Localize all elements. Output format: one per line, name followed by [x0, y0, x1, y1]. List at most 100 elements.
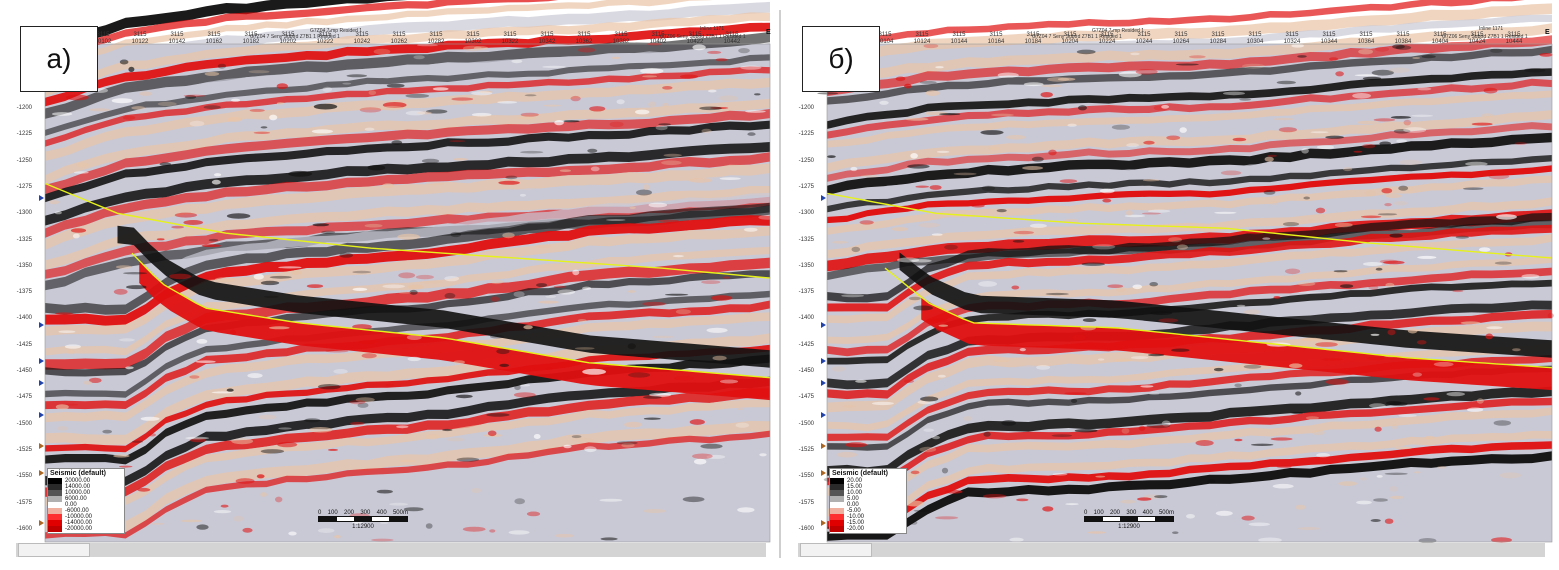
panel-divider	[779, 10, 781, 558]
seismic-noise	[557, 289, 576, 295]
xline-number: 10342	[538, 39, 556, 45]
seismic-noise	[1368, 285, 1379, 290]
seismic-noise	[55, 312, 73, 315]
scrollbar-thumb[interactable]	[800, 543, 872, 557]
seismic-noise	[1463, 187, 1484, 190]
seismic-noise	[1417, 255, 1437, 259]
xline-number: 10202	[279, 39, 297, 45]
seismic-noise	[941, 467, 949, 474]
panel-tag: а)	[20, 26, 98, 92]
seismic-noise	[759, 453, 767, 457]
seismic-noise	[1386, 401, 1402, 406]
xline-prefix: 3115	[466, 32, 480, 38]
seismic-noise	[1022, 166, 1044, 170]
seismic-noise	[1001, 420, 1017, 426]
seismic-noise	[487, 430, 497, 437]
seismic-noise	[1483, 87, 1498, 94]
seismic-noise	[128, 66, 135, 72]
seismic-noise	[1455, 235, 1469, 239]
xline-prefix: 3115	[318, 32, 332, 38]
seismic-noise	[355, 397, 375, 403]
seismic-noise	[1384, 203, 1392, 207]
seismic-noise	[1029, 223, 1047, 228]
seismic-noise	[1325, 379, 1349, 385]
seismic-noise	[55, 404, 69, 410]
seismic-noise	[1131, 356, 1149, 360]
seismic-noise	[233, 515, 244, 522]
seismic-noise	[910, 520, 918, 525]
seismic-noise	[1289, 363, 1303, 369]
seismic-noise	[891, 227, 909, 232]
seismic-noise	[1437, 466, 1447, 469]
seismic-noise	[1297, 527, 1321, 530]
xline-prefix: 3115	[1322, 32, 1336, 38]
seismic-noise	[1384, 472, 1408, 475]
seismic-noise	[658, 123, 671, 126]
seismic-noise	[231, 98, 241, 102]
seismic-noise	[313, 103, 338, 110]
seismic-noise	[543, 104, 562, 107]
scale-segment	[1155, 517, 1173, 521]
depth-tick-label: -1325	[798, 236, 814, 243]
seismic-noise	[1258, 537, 1282, 543]
scrollbar-thumb[interactable]	[18, 543, 90, 557]
seismic-noise	[953, 172, 977, 176]
seismic-noise	[988, 146, 1000, 151]
scale-segment	[1085, 517, 1103, 521]
seismic-section	[44, 0, 771, 543]
seismic-noise	[1099, 188, 1115, 194]
horizontal-scrollbar[interactable]	[16, 543, 766, 557]
well-label: G7Z04 7-mp Resided 1	[310, 28, 362, 34]
seismic-noise	[183, 94, 206, 98]
xline-label: 3115 10302	[460, 32, 486, 46]
seismic-noise	[334, 535, 341, 539]
legend-swatch	[48, 484, 62, 490]
legend-value: -5.00	[847, 508, 861, 514]
seismic-noise	[417, 44, 438, 47]
seismic-noise	[1137, 497, 1152, 501]
seismic-reflector	[45, 42, 770, 129]
seismic-noise	[288, 531, 297, 536]
seismic-noise	[140, 416, 160, 421]
xline-number: 10162	[205, 39, 223, 45]
seismic-noise	[371, 538, 394, 542]
depth-tick-label: -1225	[16, 131, 32, 138]
seismic-noise	[936, 150, 950, 153]
xline-prefix: 3115	[1211, 32, 1225, 38]
xline-prefix: 3115	[577, 32, 591, 38]
seismic-noise	[920, 396, 939, 402]
seismic-noise	[923, 43, 939, 49]
xline-label: 3115 10424	[1464, 32, 1490, 46]
inline-label: Inline 1171	[700, 26, 725, 32]
depth-tick-label: -1525	[798, 446, 814, 453]
seismic-noise	[346, 74, 368, 78]
seismic-noise	[708, 89, 717, 93]
seismic-reflector	[45, 152, 770, 238]
legend-swatch	[48, 514, 62, 520]
seismic-noise	[66, 349, 75, 355]
xline-label: 3115 10324	[1279, 32, 1305, 46]
seismic-reflector	[827, 3, 1552, 66]
xline-number: 10444	[1505, 39, 1523, 45]
seismic-noise	[1411, 114, 1434, 118]
seismic-noise	[263, 295, 279, 298]
xline-label: 3115 10444	[1501, 32, 1527, 46]
xline-label: 3115 10184	[1020, 32, 1046, 46]
seismic-noise	[1078, 105, 1087, 111]
seismic-noise	[740, 65, 762, 70]
seismic-noise	[471, 112, 492, 117]
seismic-noise	[1383, 260, 1405, 265]
seismic-noise	[559, 169, 572, 172]
seismic-noise	[1242, 63, 1265, 69]
seismic-reflector	[45, 420, 770, 533]
seismic-noise	[1433, 361, 1454, 367]
seismic-noise	[1040, 92, 1053, 98]
seismic-noise	[189, 120, 205, 127]
xline-label: 3115 10162	[201, 32, 227, 46]
horizontal-scrollbar[interactable]	[798, 543, 1545, 557]
seismic-noise	[991, 113, 1014, 117]
side-marker-icon	[39, 195, 44, 201]
seismic-noise	[189, 375, 200, 379]
seismic-noise	[115, 265, 132, 269]
seismic-noise	[268, 326, 290, 330]
